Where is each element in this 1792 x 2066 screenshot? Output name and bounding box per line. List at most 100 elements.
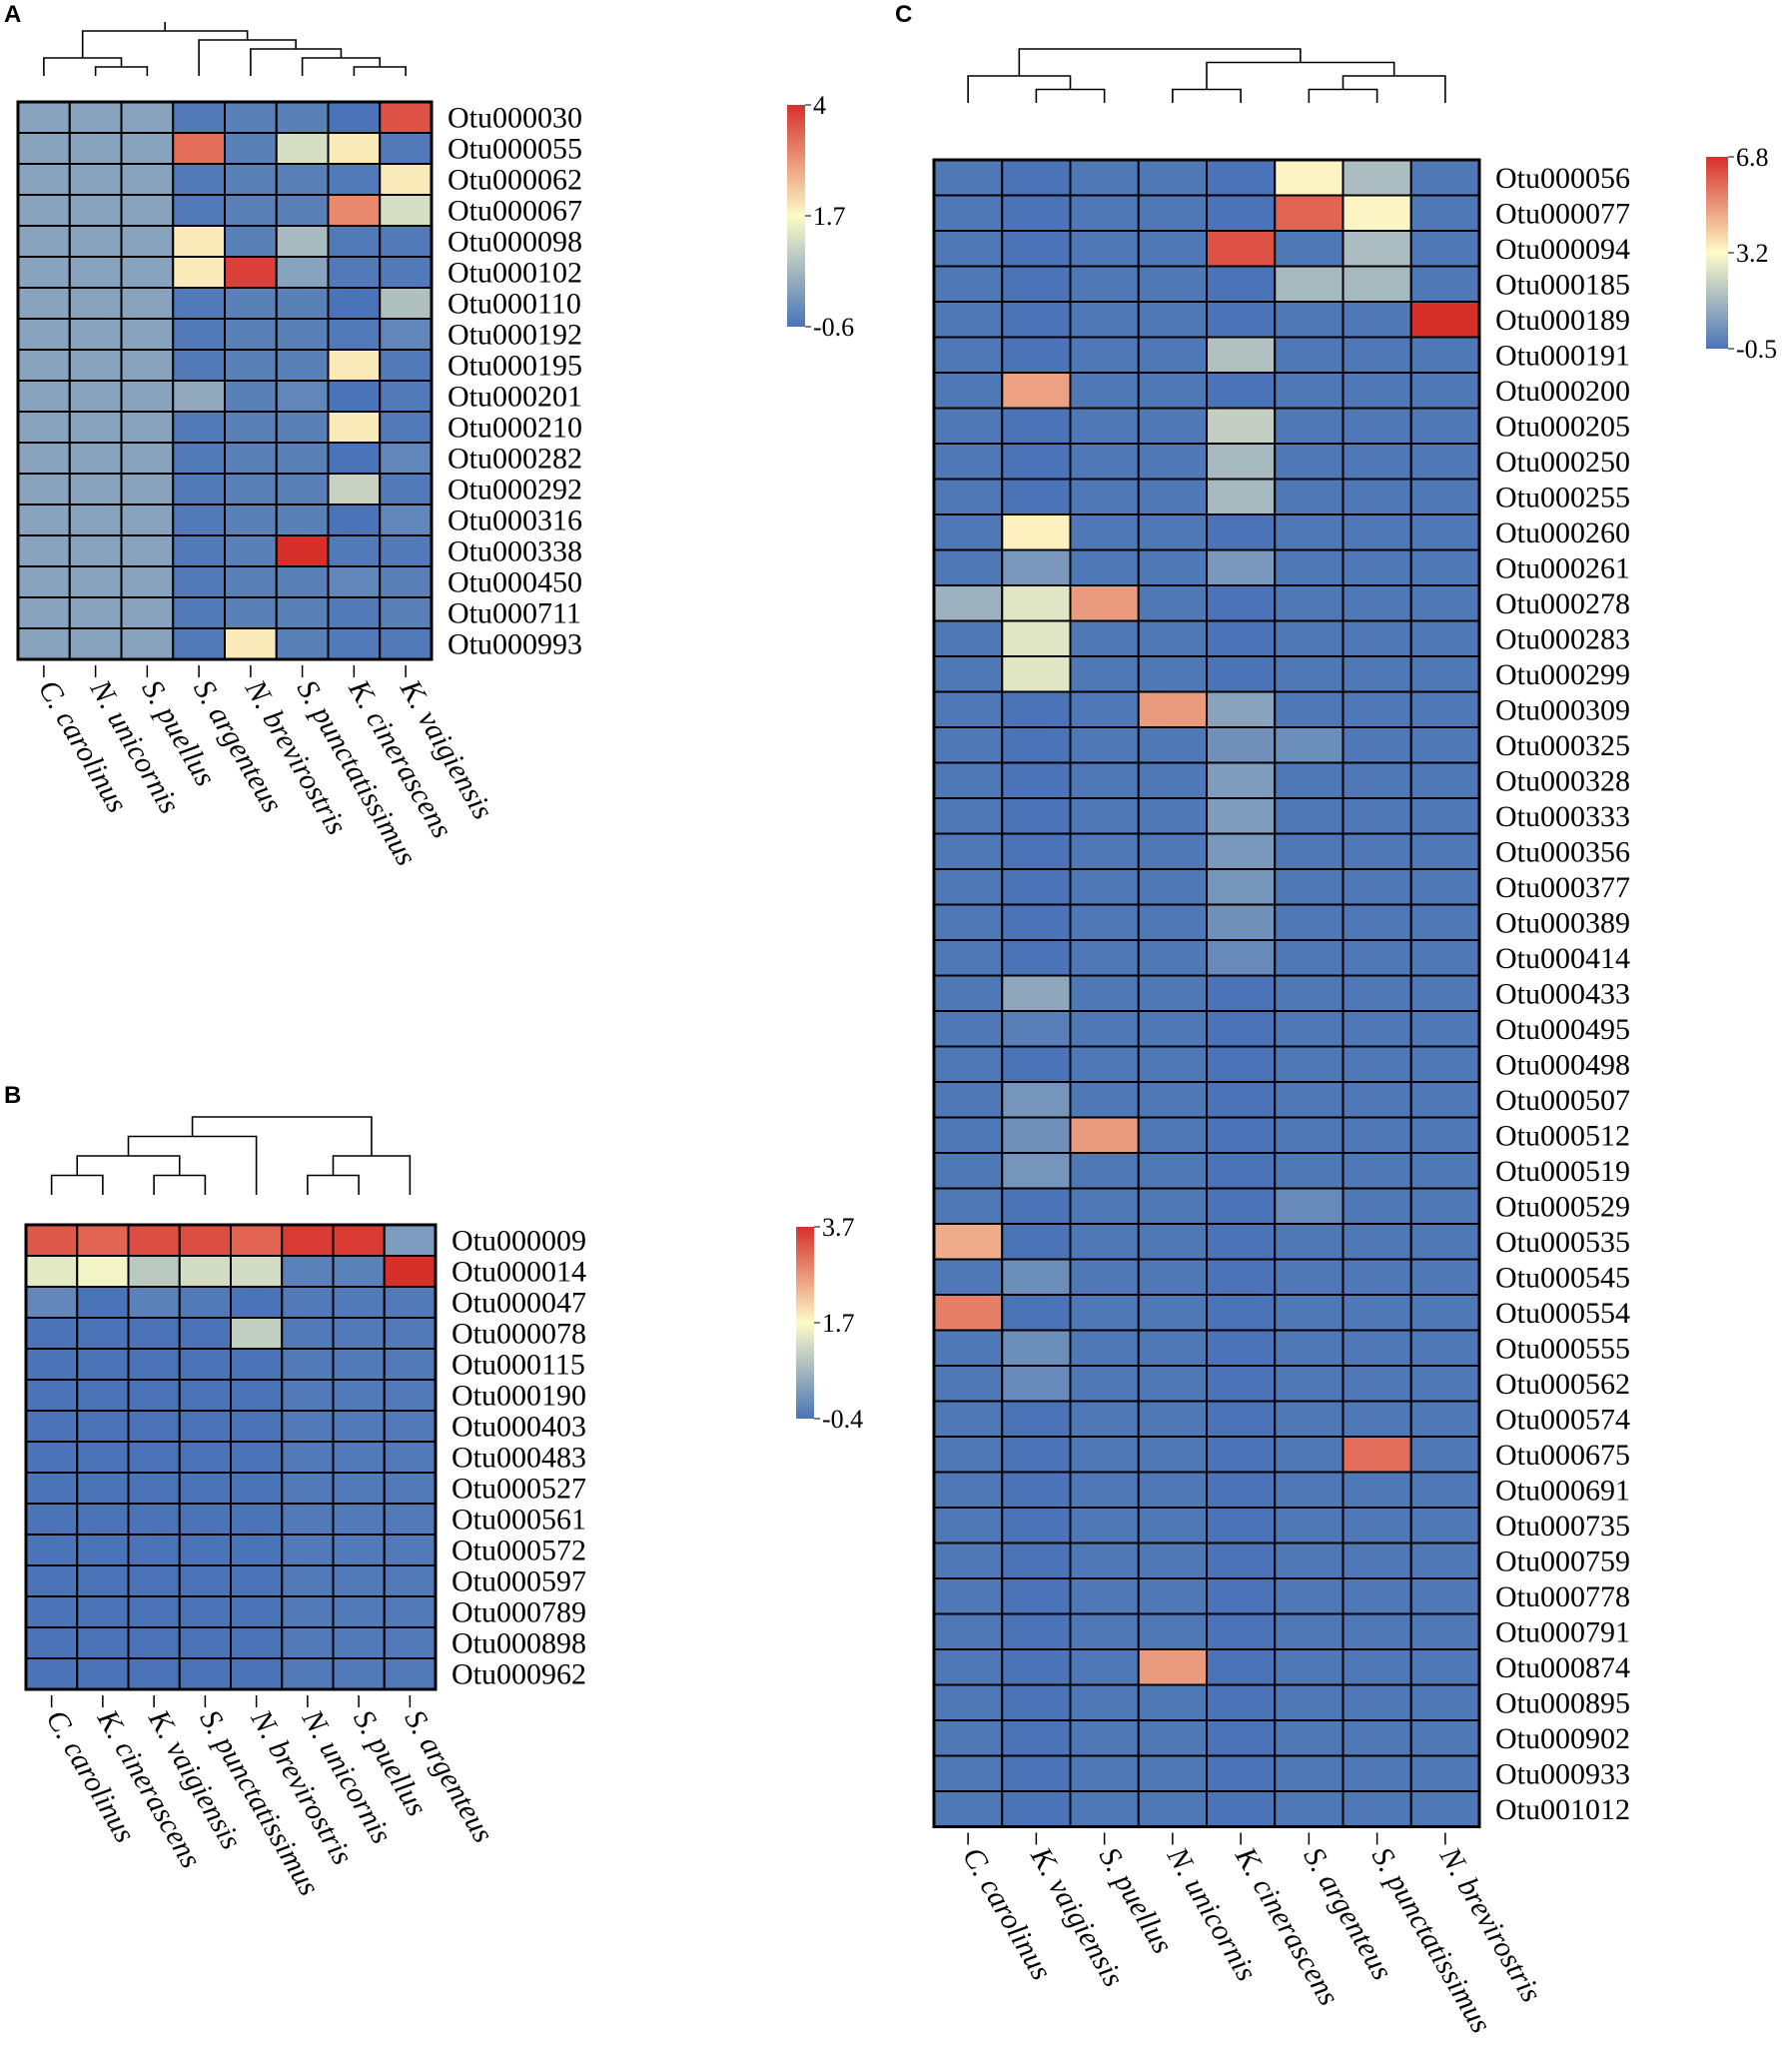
heatmap-cell — [1001, 1612, 1072, 1650]
dendrogram-branch — [307, 1174, 360, 1195]
row-label: Otu000529 — [1495, 1190, 1630, 1223]
heatmap-cell — [379, 132, 433, 165]
heatmap-cell — [383, 1626, 437, 1659]
heatmap-cell — [178, 1255, 232, 1288]
heatmap-cell — [127, 1286, 181, 1319]
heatmap-cell — [933, 1612, 1004, 1650]
heatmap-cell — [1409, 1577, 1480, 1615]
heatmap-cell — [120, 442, 175, 475]
heatmap-cell — [1069, 514, 1140, 551]
heatmap-cell — [275, 256, 330, 289]
heatmap-cell — [1069, 336, 1140, 374]
heatmap-cell — [1206, 1790, 1277, 1828]
heatmap-cell — [1274, 1258, 1344, 1296]
heatmap-cell — [379, 287, 433, 320]
heatmap-cell — [172, 442, 226, 475]
heatmap-cell — [933, 159, 1004, 197]
heatmap-cell — [933, 761, 1004, 799]
heatmap-cell — [1206, 1258, 1277, 1296]
heatmap-cell — [379, 101, 433, 134]
heatmap-cell — [1069, 832, 1140, 870]
heatmap-cell — [1001, 1683, 1072, 1721]
heatmap-cell — [281, 1224, 335, 1257]
heatmap-cell — [275, 132, 330, 165]
row-label: Otu000433 — [1495, 977, 1630, 1010]
heatmap-cell — [1342, 443, 1412, 481]
heatmap-cell — [1069, 1471, 1140, 1509]
heatmap-cell — [1274, 1116, 1344, 1154]
heatmap-cell — [25, 1379, 79, 1412]
heatmap-cell — [120, 194, 175, 227]
heatmap-cell — [1206, 407, 1277, 445]
heatmap-cell — [275, 287, 330, 320]
heatmap-cell — [127, 1317, 181, 1350]
heatmap-cell — [327, 132, 382, 165]
heatmap-cell — [281, 1503, 335, 1536]
row-label: Otu000309 — [1495, 693, 1630, 726]
heatmap-cell — [1069, 619, 1140, 657]
dendrogram-branch — [1035, 88, 1106, 103]
heatmap-cell — [275, 411, 330, 444]
heatmap-cell — [1137, 726, 1208, 764]
heatmap-cell — [1206, 1152, 1277, 1190]
row-label: Otu000414 — [1495, 942, 1630, 975]
heatmap-cell — [332, 1626, 386, 1659]
heatmap-cell — [327, 349, 382, 382]
heatmap-cell — [1206, 230, 1277, 268]
heatmap-cell — [1137, 1010, 1208, 1048]
heatmap-cell — [1342, 761, 1412, 799]
heatmap-cell — [933, 443, 1004, 481]
heatmap-cell — [224, 163, 278, 196]
heatmap-cell — [1137, 1683, 1208, 1721]
heatmap-cell — [1274, 1577, 1344, 1615]
heatmap-cell — [1206, 514, 1277, 551]
heatmap-cell — [172, 473, 226, 506]
heatmap-cell — [327, 318, 382, 351]
heatmap-cell — [1069, 1507, 1140, 1545]
heatmap-cell — [1342, 655, 1412, 693]
heatmap-cell — [1409, 1754, 1480, 1792]
heatmap-cell — [1001, 584, 1072, 622]
heatmap-cell — [1206, 1719, 1277, 1757]
heatmap-cell — [1001, 619, 1072, 657]
heatmap-cell — [172, 596, 226, 629]
heatmap-cell — [1137, 372, 1208, 410]
heatmap-cell — [1342, 230, 1412, 268]
heatmap-cell — [1342, 1754, 1412, 1792]
heatmap-cell — [1274, 1400, 1344, 1438]
heatmap-cell — [1001, 194, 1072, 232]
heatmap-cell — [281, 1534, 335, 1566]
heatmap-cell — [224, 473, 278, 506]
heatmap-cell — [1137, 619, 1208, 657]
heatmap-cell — [1409, 514, 1480, 551]
heatmap-cell — [933, 1329, 1004, 1367]
heatmap-cell — [275, 194, 330, 227]
heatmap-cell — [178, 1286, 232, 1319]
heatmap-cell — [230, 1472, 284, 1505]
heatmap-cell — [1274, 159, 1344, 197]
heatmap-cell — [172, 349, 226, 382]
heatmap-cell — [1137, 903, 1208, 941]
heatmap-cell — [933, 548, 1004, 586]
heatmap-cell — [933, 655, 1004, 693]
heatmap-cell — [281, 1379, 335, 1412]
heatmap-cell — [1206, 1436, 1277, 1474]
heatmap-cell — [68, 380, 123, 413]
heatmap-cell — [1342, 159, 1412, 197]
heatmap-cell — [1409, 974, 1480, 1012]
row-label: Otu000056 — [1495, 162, 1630, 195]
heatmap-cell — [1274, 194, 1344, 232]
heatmap-cell — [933, 903, 1004, 941]
heatmap-cell — [120, 565, 175, 598]
row-label: Otu000759 — [1495, 1545, 1630, 1577]
heatmap-cell — [76, 1472, 130, 1505]
heatmap-cell — [1206, 1542, 1277, 1579]
heatmap-cell — [76, 1348, 130, 1381]
heatmap-cell — [1069, 1365, 1140, 1403]
heatmap-cell — [1137, 1329, 1208, 1367]
heatmap-cell — [1409, 265, 1480, 303]
heatmap-cell — [1137, 1507, 1208, 1545]
heatmap-cell — [327, 627, 382, 660]
heatmap-cell — [224, 442, 278, 475]
heatmap-cell — [1342, 1187, 1412, 1225]
